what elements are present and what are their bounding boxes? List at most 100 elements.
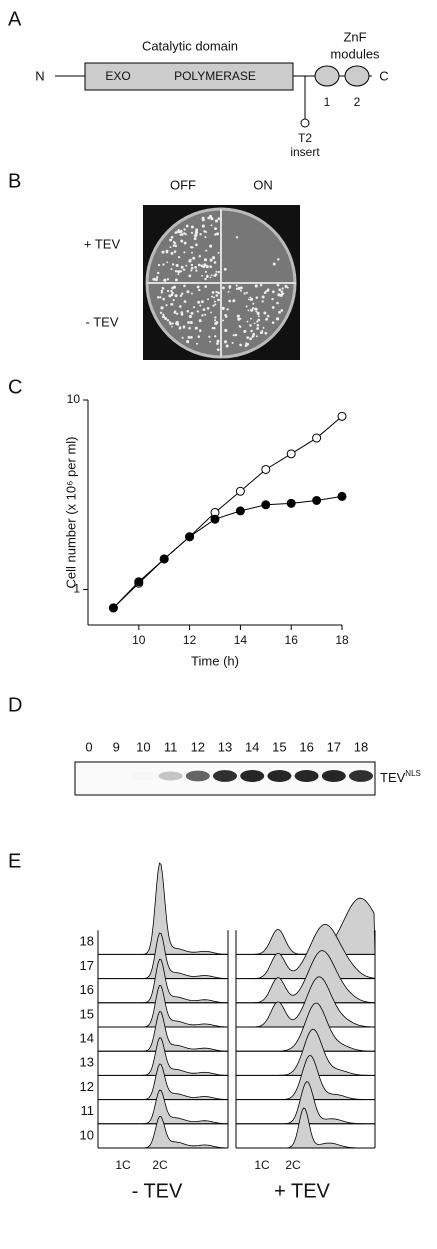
band [294, 770, 319, 782]
colony [156, 296, 160, 299]
colony [166, 261, 169, 264]
colony [163, 278, 167, 282]
colony [214, 319, 217, 322]
blot-label: TEVNLS [380, 769, 421, 785]
colony [256, 323, 260, 327]
colony [179, 327, 182, 330]
colony [204, 313, 207, 316]
colony [248, 298, 251, 301]
insert-site [300, 118, 310, 128]
data-point [159, 554, 169, 564]
colony [190, 263, 194, 267]
band [213, 770, 237, 782]
blot-label-sup: NLS [405, 769, 421, 778]
colony [209, 244, 213, 248]
colony [239, 286, 243, 290]
colony [173, 250, 177, 253]
dna-content: 2C [285, 1158, 301, 1172]
colony [213, 300, 217, 303]
colony [252, 332, 256, 336]
colony [224, 340, 228, 344]
colony [205, 275, 209, 278]
terminus: N [35, 68, 44, 83]
colony [154, 278, 158, 282]
colony [276, 283, 280, 287]
data-point [286, 449, 296, 459]
colony [232, 299, 236, 303]
colony [276, 301, 279, 305]
colony [214, 219, 218, 223]
x-tick-label: 14 [234, 633, 248, 647]
colony [200, 300, 204, 304]
colony [217, 292, 220, 295]
colony [191, 246, 194, 249]
colony [272, 262, 276, 266]
colony [190, 311, 194, 315]
data-point [235, 506, 245, 516]
row-label: 17 [80, 958, 94, 973]
colony [225, 315, 228, 318]
colony [239, 343, 242, 347]
colony [281, 287, 284, 290]
lane-label: 10 [136, 739, 150, 754]
colony [174, 269, 178, 273]
colony [197, 300, 201, 304]
lane-label: 17 [327, 739, 341, 754]
blot-label-main: TEV [380, 770, 406, 785]
colony [227, 290, 230, 293]
colony [177, 256, 181, 259]
colony [174, 231, 178, 234]
colony [212, 304, 215, 307]
histogram [236, 976, 376, 1028]
colony [246, 320, 249, 323]
colony [211, 290, 215, 294]
histogram [98, 1089, 229, 1125]
data-point [261, 500, 271, 510]
colony [172, 240, 176, 244]
colony [179, 233, 182, 236]
colony [255, 307, 258, 311]
colony [228, 299, 232, 303]
lane-label: 12 [191, 739, 205, 754]
colony [215, 294, 219, 297]
western-blot: TEVNLS 0 9 10 11 12 13 14 15 16 17 18 [74, 739, 421, 796]
dna-content: 1C [115, 1158, 131, 1172]
row-label: 16 [80, 982, 94, 997]
colony [213, 296, 215, 299]
colony [193, 237, 197, 241]
colony [188, 274, 192, 278]
colony [172, 285, 176, 289]
colony [272, 290, 275, 294]
colony [169, 322, 172, 325]
colony [224, 328, 228, 333]
colony [170, 289, 173, 293]
colony [202, 308, 206, 311]
colony [205, 249, 208, 252]
colony [280, 290, 284, 293]
panel-label: A [8, 8, 22, 30]
histogram [236, 897, 376, 955]
band [131, 772, 155, 780]
colony [179, 305, 182, 308]
colony [189, 320, 193, 324]
colony [226, 308, 229, 311]
colony [235, 236, 239, 239]
colony [234, 333, 238, 337]
plate: OFF ON + TEV - TEV [84, 177, 300, 360]
colony [210, 274, 213, 277]
data-point [261, 464, 271, 474]
colony [170, 303, 173, 306]
colony [177, 273, 180, 276]
colony [217, 270, 221, 274]
colony [252, 302, 255, 305]
colony [177, 270, 181, 274]
row-label: 14 [80, 1031, 94, 1046]
colony [193, 306, 196, 309]
colony [275, 317, 280, 321]
colony [257, 318, 261, 322]
lane-label: 14 [245, 739, 259, 754]
lane-label: 11 [164, 739, 178, 754]
colony [172, 244, 176, 247]
colony [239, 325, 242, 328]
